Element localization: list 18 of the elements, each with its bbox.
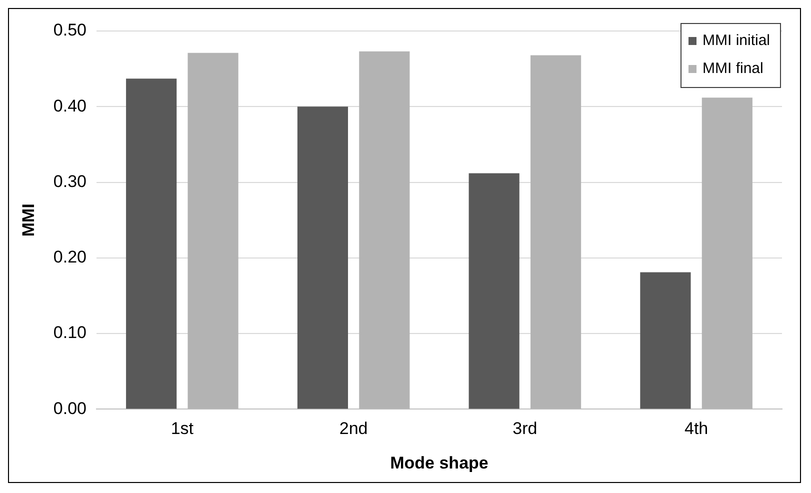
x-tick-label: 3rd: [512, 419, 538, 438]
y-tick-label: 0.30: [53, 172, 86, 191]
y-tick-label: 0.40: [53, 96, 86, 116]
x-axis-title: Mode shape: [390, 453, 488, 472]
legend-label: MMI initial: [702, 32, 770, 50]
x-tick-label: 4th: [684, 419, 708, 438]
y-tick-label: 0.50: [53, 20, 86, 40]
bar: [297, 106, 348, 409]
x-tick-label: 2nd: [339, 419, 368, 438]
y-tick-label: 0.00: [53, 398, 86, 418]
y-tick-label: 0.10: [53, 323, 86, 342]
y-tick-label: 0.20: [53, 248, 86, 267]
y-axis-title: MMI: [18, 204, 38, 237]
bar: [468, 173, 520, 409]
legend-label: MMI final: [702, 60, 764, 78]
x-tick-label: 1st: [170, 419, 194, 438]
bar: [126, 78, 177, 409]
bar: [640, 272, 691, 409]
